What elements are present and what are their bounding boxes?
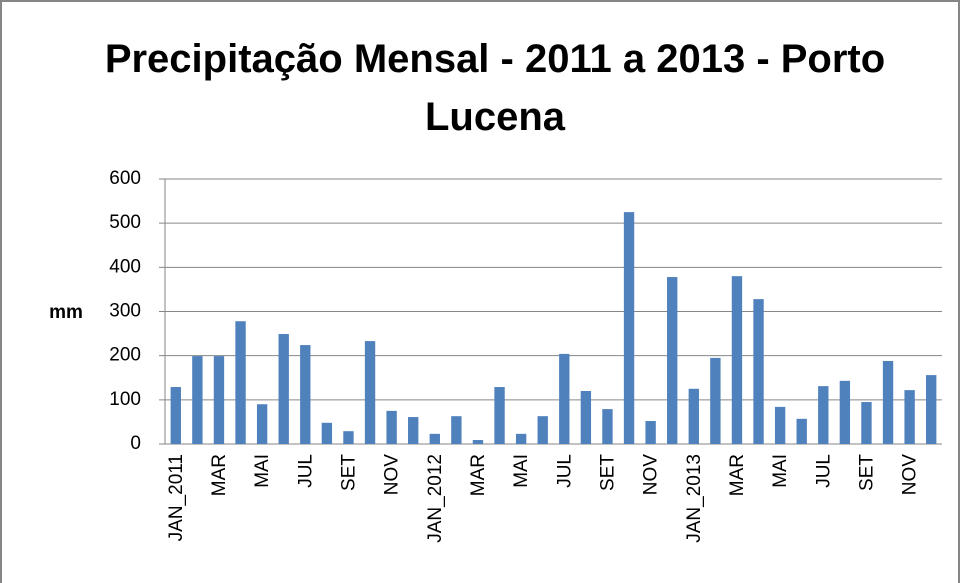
x-tick-label: SET [856, 454, 877, 491]
x-tick-label: JUL [554, 454, 575, 488]
bar [256, 404, 268, 444]
bar [451, 416, 462, 444]
y-axis-label: mm [49, 302, 83, 323]
y-tick-label: 200 [109, 345, 141, 366]
bar [515, 433, 527, 444]
x-tick-label: JUL [295, 454, 316, 488]
chart-title: Precipitação Mensal - 2011 a 2013 - Port… [104, 37, 886, 139]
bar [321, 422, 333, 444]
x-tick-label: MAR [468, 454, 489, 496]
y-tick-label: 500 [109, 212, 141, 233]
bar [796, 418, 807, 444]
y-tick-label: 0 [130, 433, 141, 454]
bar [774, 406, 786, 444]
x-tick-label: JAN_2012 [425, 454, 446, 543]
bar [559, 353, 570, 444]
x-tick-label: NOV [900, 454, 921, 496]
bar [343, 431, 354, 444]
x-tick-label: NOV [641, 454, 662, 496]
bar [408, 417, 419, 444]
x-tick-label: NOV [382, 454, 403, 496]
bar [278, 334, 289, 444]
bar [429, 433, 440, 444]
y-tick-label: 400 [109, 256, 141, 277]
y-tick-label: 300 [109, 301, 141, 322]
bar [904, 390, 915, 444]
bar [494, 387, 505, 444]
bar [882, 360, 894, 444]
bar [235, 321, 246, 444]
x-tick-label: JUL [813, 454, 834, 488]
bar [170, 387, 181, 444]
bar [667, 277, 678, 444]
x-tick-label: SET [597, 454, 618, 491]
bar [861, 402, 872, 444]
y-tick-label: 600 [109, 168, 141, 189]
bar [386, 410, 397, 444]
x-tick-label: JAN_2013 [684, 454, 705, 543]
bar [623, 212, 635, 444]
bar [818, 386, 829, 444]
y-tick-label: 100 [109, 389, 141, 410]
bar [537, 416, 548, 444]
bar [688, 388, 699, 444]
x-tick-label: SET [338, 454, 359, 491]
bar [580, 391, 592, 444]
bar [192, 356, 203, 444]
bar [472, 440, 484, 444]
bar [926, 375, 937, 444]
bar [839, 380, 851, 444]
bar [364, 341, 376, 444]
bar [731, 276, 743, 444]
bar [753, 299, 764, 444]
x-tick-label: MAI [252, 454, 273, 488]
x-tick-label: MAI [770, 454, 791, 488]
bar [710, 357, 721, 444]
bar [645, 421, 656, 444]
x-tick-label: MAI [511, 454, 532, 488]
x-tick-label: MAR [727, 454, 748, 496]
x-tick-label: MAR [209, 454, 230, 496]
bar [213, 356, 225, 444]
bar [300, 345, 311, 444]
bar [602, 409, 613, 444]
x-tick-label: JAN_2011 [166, 454, 187, 541]
